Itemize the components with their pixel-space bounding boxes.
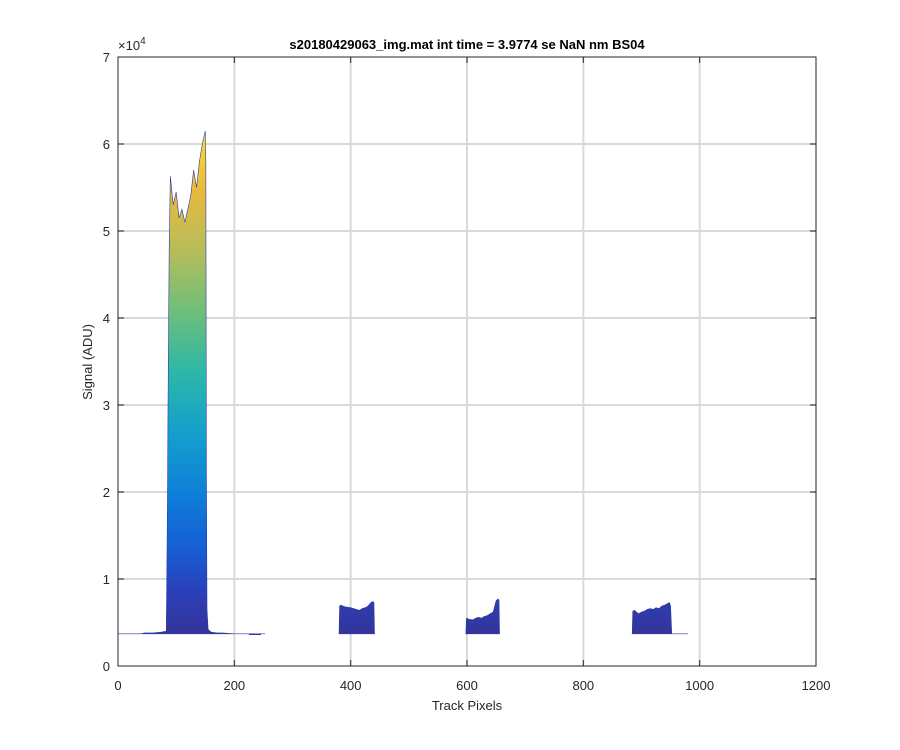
y-axis-label: Signal (ADU) [80, 324, 95, 400]
signal-area-4 [631, 602, 689, 635]
x-tick-label: 1000 [685, 678, 714, 693]
y-tick-label: 1 [103, 572, 110, 587]
signal-area-3 [465, 598, 500, 635]
y-tick-label: 0 [103, 659, 110, 674]
y-tick-label: 3 [103, 398, 110, 413]
x-tick-label: 200 [223, 678, 245, 693]
chart-title: s20180429063_img.mat int time = 3.9774 s… [289, 37, 645, 52]
tick-layer: 0 200 400 600 800 1000 1200 0 1 2 3 4 5 6 7 [103, 50, 831, 693]
x-axis-label: Track Pixels [432, 698, 503, 713]
y-tick-label: 7 [103, 50, 110, 65]
y-exponent-base: ×10 [118, 38, 140, 53]
y-tick-label: 4 [103, 311, 110, 326]
x-tick-label: 1200 [802, 678, 831, 693]
y-tick-label: 5 [103, 224, 110, 239]
x-tick-label: 800 [572, 678, 594, 693]
data-layer [118, 130, 689, 635]
x-tick-label: 0 [114, 678, 121, 693]
x-tick-label: 600 [456, 678, 478, 693]
y-tick-label: 6 [103, 137, 110, 152]
y-exponent-label: ×104 [118, 36, 146, 53]
x-tick-label: 400 [340, 678, 362, 693]
signal-area-2 [338, 601, 375, 635]
grid-layer [118, 57, 816, 666]
signal-area-1 [118, 130, 266, 635]
y-tick-label: 2 [103, 485, 110, 500]
y-exponent-power: 4 [140, 36, 146, 47]
